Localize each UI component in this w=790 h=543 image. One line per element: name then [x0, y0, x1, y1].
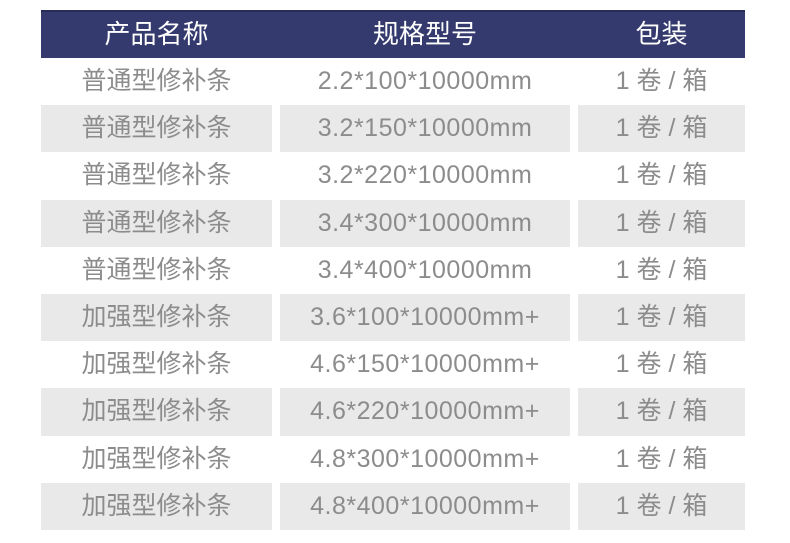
spec-cell: 4.6*150*10000mm+ [280, 341, 570, 389]
package-cell: 1 卷 / 箱 [578, 199, 745, 247]
column-gap [570, 482, 578, 530]
column-gap [272, 246, 280, 294]
package-cell: 1 卷 / 箱 [578, 482, 745, 530]
column-gap [272, 152, 280, 200]
table-row: 普通型修补条 3.2*220*10000mm 1 卷 / 箱 [41, 152, 745, 200]
table-row: 加强型修补条 4.8*300*10000mm+ 1 卷 / 箱 [41, 435, 745, 483]
column-gap [570, 58, 578, 106]
column-gap [570, 388, 578, 436]
package-cell: 1 卷 / 箱 [578, 293, 745, 342]
spec-cell: 3.6*100*10000mm+ [280, 293, 570, 342]
product-name-cell: 普通型修补条 [41, 58, 272, 106]
product-spec-table: 产品名称 规格型号 包装 普通型修补条 2.2*100*10000mm 1 卷 … [41, 10, 745, 530]
table-row: 普通型修补条 3.4*400*10000mm 1 卷 / 箱 [41, 246, 745, 294]
product-name-cell: 普通型修补条 [41, 105, 272, 153]
column-gap [272, 105, 280, 153]
spec-cell: 3.4*400*10000mm [280, 246, 570, 294]
spec-cell: 3.2*150*10000mm [280, 105, 570, 153]
header-package: 包装 [635, 19, 688, 49]
table-row: 加强型修补条 3.6*100*10000mm+ 1 卷 / 箱 [41, 293, 745, 342]
header-spec-model: 规格型号 [372, 19, 477, 49]
product-name-cell: 加强型修补条 [41, 435, 272, 483]
column-gap [272, 293, 280, 342]
product-name-cell: 加强型修补条 [41, 388, 272, 436]
spec-cell: 4.8*300*10000mm+ [280, 435, 570, 483]
table-row: 加强型修补条 4.8*400*10000mm+ 1 卷 / 箱 [41, 482, 745, 530]
spec-cell: 2.2*100*10000mm [280, 58, 570, 106]
column-gap [570, 152, 578, 200]
column-gap [272, 12, 280, 58]
spec-cell: 3.2*220*10000mm [280, 152, 570, 200]
column-gap [272, 435, 280, 483]
package-cell: 1 卷 / 箱 [578, 152, 745, 200]
table-row: 普通型修补条 2.2*100*10000mm 1 卷 / 箱 [41, 58, 745, 106]
column-gap [570, 199, 578, 247]
table-row: 普通型修补条 3.4*300*10000mm 1 卷 / 箱 [41, 199, 745, 247]
product-name-cell: 普通型修补条 [41, 246, 272, 294]
column-gap [570, 293, 578, 342]
product-name-cell: 普通型修补条 [41, 199, 272, 247]
package-cell: 1 卷 / 箱 [578, 388, 745, 436]
column-gap [272, 58, 280, 106]
column-gap [570, 341, 578, 389]
product-name-cell: 加强型修补条 [41, 482, 272, 530]
table-row: 加强型修补条 4.6*220*10000mm+ 1 卷 / 箱 [41, 388, 745, 436]
column-gap [272, 341, 280, 389]
product-name-cell: 加强型修补条 [41, 293, 272, 342]
column-gap [272, 388, 280, 436]
header-product-name: 产品名称 [104, 19, 209, 49]
package-cell: 1 卷 / 箱 [578, 435, 745, 483]
package-cell: 1 卷 / 箱 [578, 341, 745, 389]
spec-cell: 4.6*220*10000mm+ [280, 388, 570, 436]
spec-cell: 4.8*400*10000mm+ [280, 482, 570, 530]
spec-cell: 3.4*300*10000mm [280, 199, 570, 247]
package-cell: 1 卷 / 箱 [578, 246, 745, 294]
column-gap [570, 435, 578, 483]
table-row: 加强型修补条 4.6*150*10000mm+ 1 卷 / 箱 [41, 341, 745, 389]
package-cell: 1 卷 / 箱 [578, 58, 745, 106]
column-gap [570, 105, 578, 153]
table-row: 普通型修补条 3.2*150*10000mm 1 卷 / 箱 [41, 105, 745, 153]
product-name-cell: 加强型修补条 [41, 341, 272, 389]
package-cell: 1 卷 / 箱 [578, 105, 745, 153]
product-name-cell: 普通型修补条 [41, 152, 272, 200]
column-gap [570, 12, 578, 58]
table-header-row: 产品名称 规格型号 包装 [41, 10, 745, 58]
column-gap [272, 482, 280, 530]
column-gap [570, 246, 578, 294]
column-gap [272, 199, 280, 247]
